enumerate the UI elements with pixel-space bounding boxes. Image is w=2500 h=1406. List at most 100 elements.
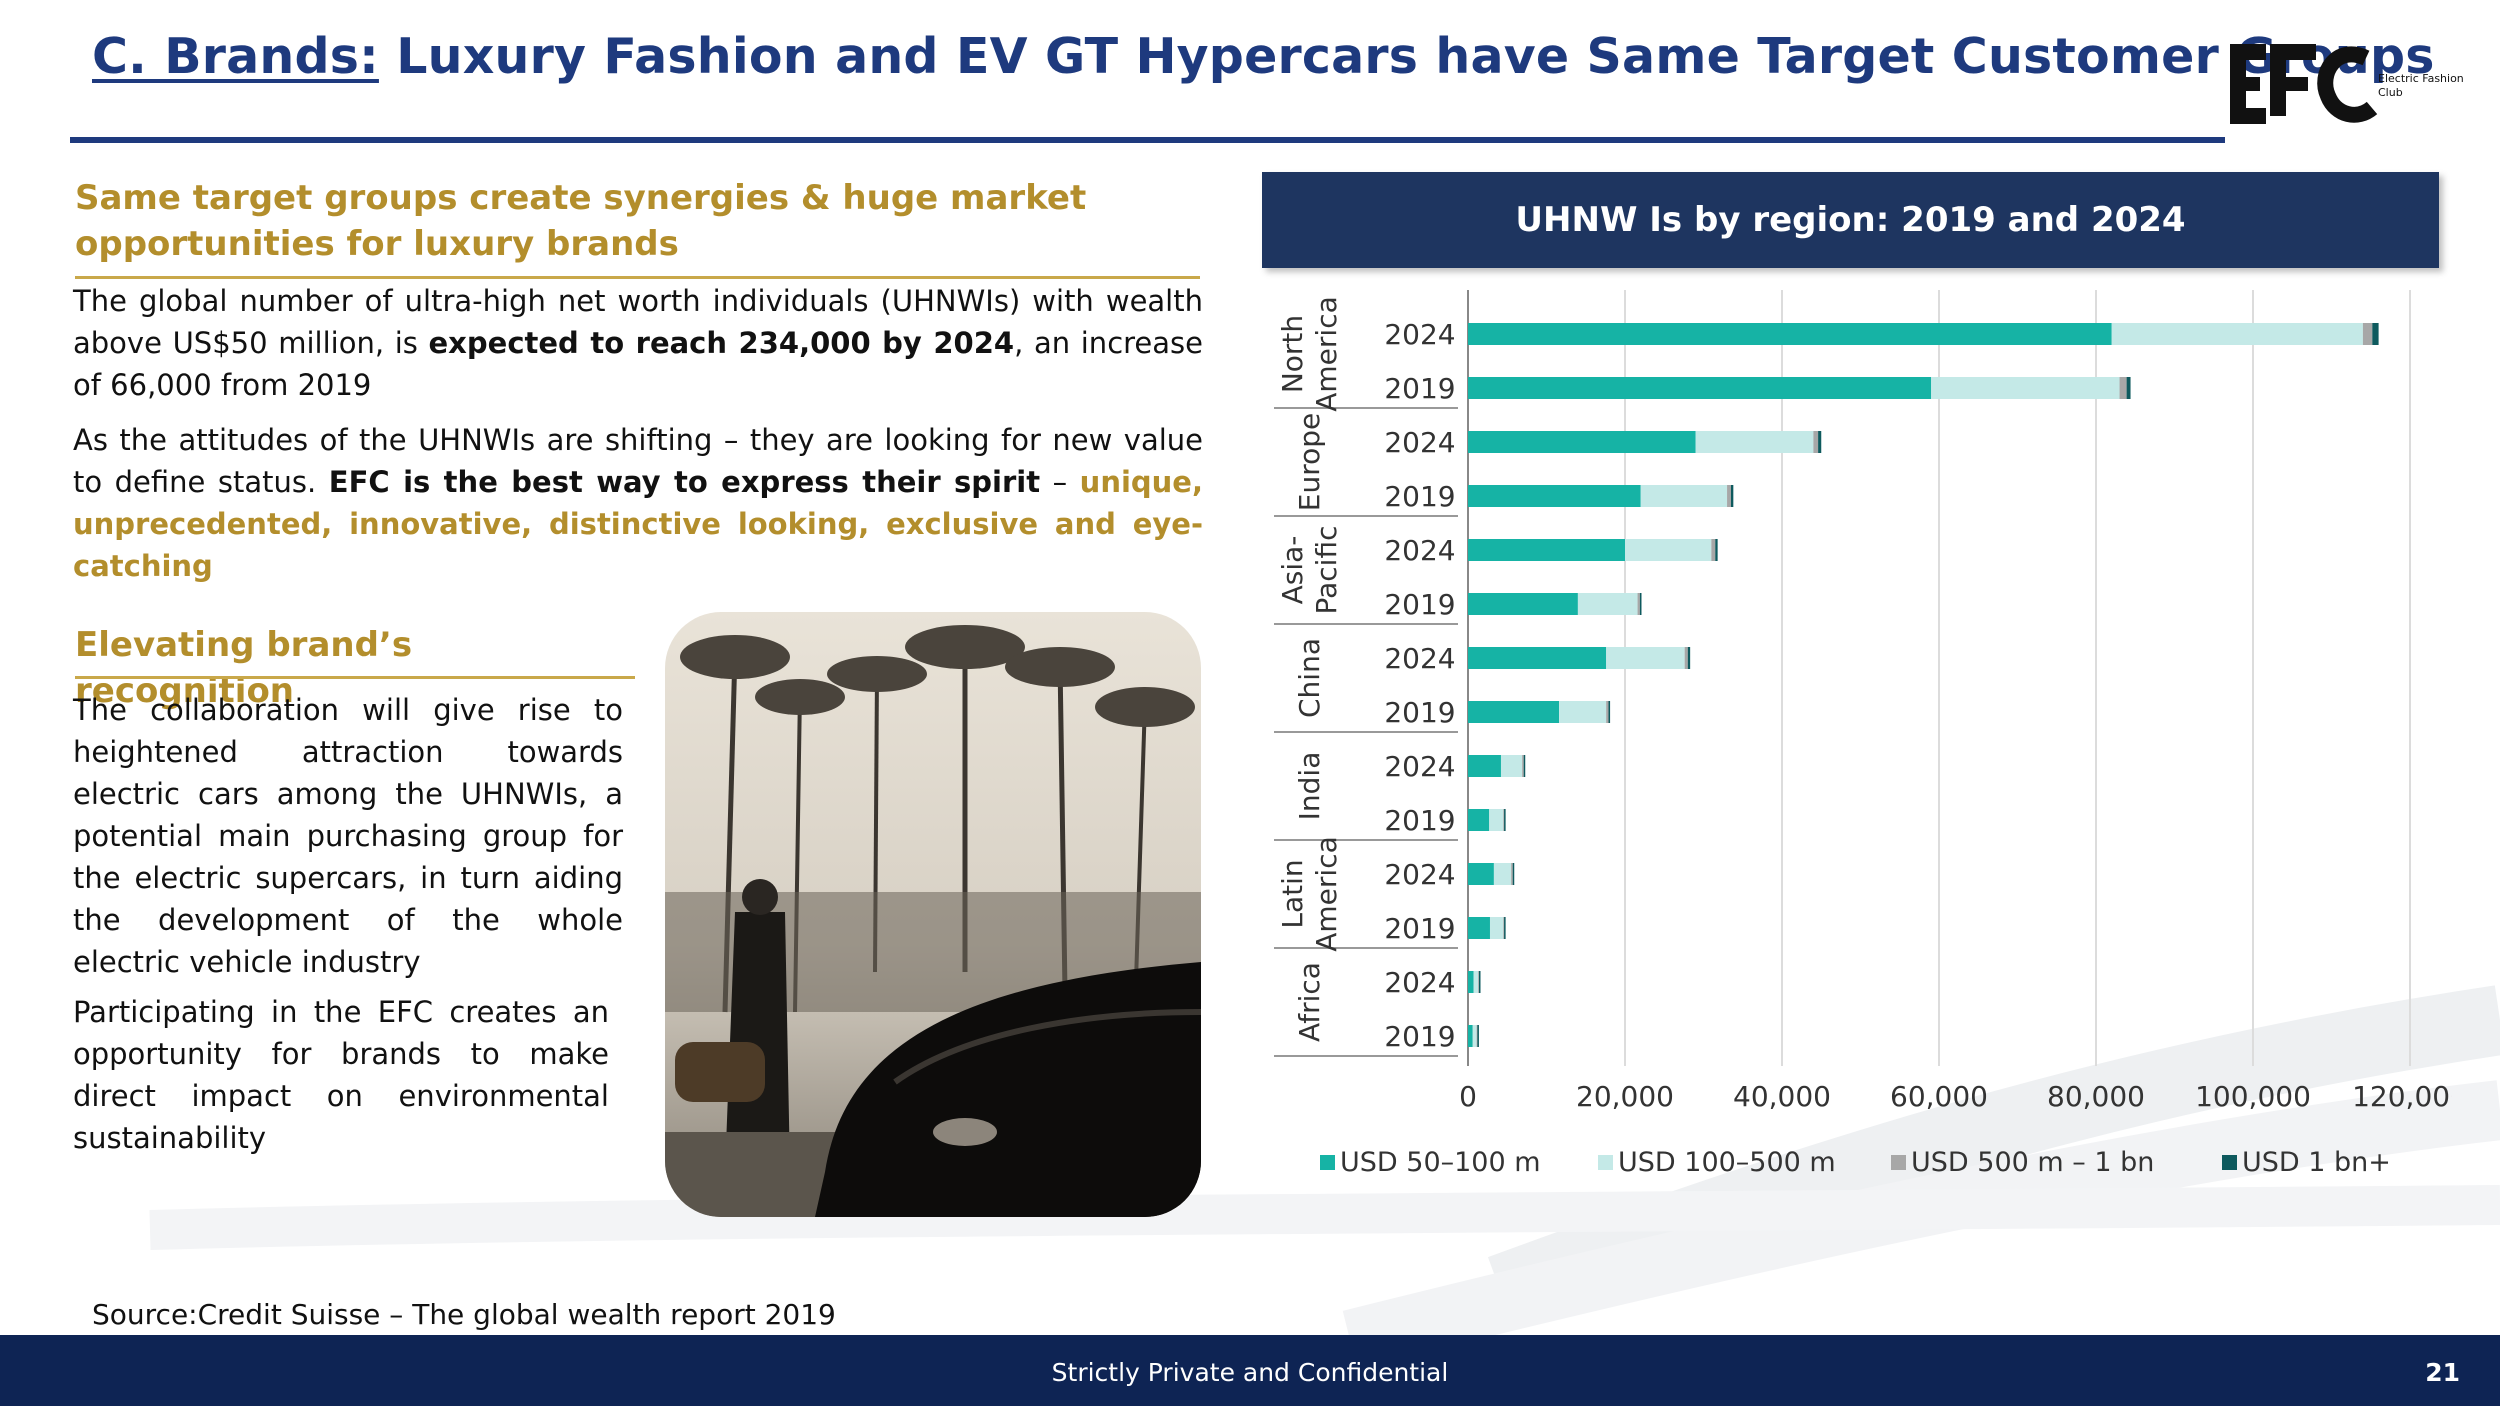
region-label: North — [1276, 315, 1309, 393]
year-label: 2024 — [1384, 534, 1455, 567]
x-tick-label: 40,000 — [1733, 1080, 1831, 1113]
bar-segment — [1684, 647, 1688, 669]
bar-segment — [1468, 1025, 1473, 1047]
p2-text-a: As the attitudes of the UHNWIs are shift… — [73, 423, 1203, 499]
x-tick-label: 100,000 — [2195, 1080, 2311, 1113]
bar-segment — [1468, 701, 1560, 723]
bar-segment — [1711, 539, 1716, 561]
bar-segment — [1931, 377, 2120, 399]
source-note: Source:Credit Suisse – The global wealth… — [92, 1298, 836, 1331]
bar-segment — [2119, 377, 2127, 399]
section2-paragraph1: The collaboration will give rise to heig… — [73, 693, 623, 979]
p1-text-c: , an increase of 66,000 from 2019 — [73, 326, 1203, 402]
bar-segment — [1522, 755, 1524, 777]
p2-text-gold: unique, unprecedented, innovative, disti… — [73, 465, 1203, 583]
section2-heading: Elevating brand’s recognition — [75, 625, 413, 711]
x-tick-label: 0 — [1459, 1080, 1477, 1113]
luxury-car-photo — [665, 612, 1201, 1217]
legend-swatch — [1598, 1155, 1613, 1170]
bar-segment — [1504, 917, 1506, 939]
bar-segment — [1478, 971, 1480, 993]
bar-segment — [1504, 809, 1506, 831]
footer-bar — [0, 1335, 2500, 1406]
logo-subtitle-2: Club — [2378, 86, 2403, 99]
legend-label: USD 100–500 m — [1618, 1147, 1836, 1178]
p1-text-a: The global number of ultra-high net wort… — [73, 284, 1203, 360]
year-label: 2019 — [1384, 696, 1455, 729]
legend-swatch — [1320, 1155, 1335, 1170]
legend-swatch — [2222, 1155, 2237, 1170]
bar-segment — [1468, 971, 1474, 993]
bar-segment — [1818, 431, 1822, 453]
bar-segment — [1468, 755, 1501, 777]
bar-segment — [1489, 809, 1504, 831]
x-tick-label: 120,000 — [2352, 1080, 2452, 1113]
bar-segment — [2111, 323, 2363, 345]
bar-segment — [1478, 971, 1481, 993]
region-label: India — [1293, 752, 1326, 821]
region-label: America — [1310, 296, 1343, 412]
p2-text-bold: EFC is the best way to express their spi… — [328, 465, 1041, 499]
title-rule — [70, 137, 2225, 143]
region-label: Asia- — [1276, 536, 1309, 605]
section1-paragraph2: As the attitudes of the UHNWIs are shift… — [73, 419, 1203, 587]
bar-segment — [1468, 485, 1641, 507]
region-label: Europe — [1293, 413, 1326, 511]
bar-segment — [1477, 1025, 1479, 1047]
year-label: 2019 — [1384, 480, 1455, 513]
bar-segment — [1468, 863, 1494, 885]
chart-header: UHNW Is by region: 2019 and 2024 — [1262, 172, 2439, 268]
bar-segment — [1606, 701, 1609, 723]
bar-segment — [1625, 539, 1712, 561]
bar-segment — [1468, 431, 1696, 453]
section1-heading-line1: Same target groups create synergies & hu… — [75, 178, 1087, 218]
p2-text-c: – — [1040, 465, 1080, 499]
bar-segment — [1523, 755, 1526, 777]
legend-label: USD 1 bn+ — [2242, 1147, 2391, 1178]
bar-segment — [1476, 1025, 1479, 1047]
bar-segment — [1608, 701, 1611, 723]
footer-confidential: Strictly Private and Confidential — [1051, 1358, 1449, 1387]
region-label: Pacific — [1310, 526, 1343, 615]
year-label: 2019 — [1384, 588, 1455, 621]
year-label: 2024 — [1384, 858, 1455, 891]
bar-segment — [1473, 971, 1479, 993]
bar-segment — [2372, 323, 2379, 345]
year-label: 2019 — [1384, 912, 1455, 945]
efc-logo: Electric Fashion Club — [2230, 44, 2464, 124]
page-number: 21 — [2425, 1358, 2460, 1387]
section1-heading-line2: opportunities for luxury brands — [75, 224, 679, 264]
year-label: 2024 — [1384, 426, 1455, 459]
legend-swatch — [1891, 1155, 1906, 1170]
bar-segment — [1695, 431, 1814, 453]
year-label: 2024 — [1384, 642, 1455, 675]
bar-segment — [1468, 647, 1607, 669]
year-label: 2024 — [1384, 318, 1455, 351]
region-label: Africa — [1293, 962, 1326, 1042]
logo-subtitle-1: Electric Fashion — [2378, 72, 2464, 85]
legend-label: USD 500 m – 1 bn — [1911, 1147, 2154, 1178]
year-label: 2019 — [1384, 372, 1455, 405]
bar-segment — [1606, 647, 1685, 669]
bar-segment — [1468, 377, 1932, 399]
year-label: 2019 — [1384, 804, 1455, 837]
bar-segment — [1468, 323, 2112, 345]
bar-segment — [1637, 593, 1640, 615]
bar-segment — [1468, 539, 1625, 561]
x-tick-label: 20,000 — [1576, 1080, 1674, 1113]
bar-segment — [1727, 485, 1731, 507]
year-label: 2024 — [1384, 750, 1455, 783]
bar-segment — [1559, 701, 1607, 723]
bar-segment — [2362, 323, 2373, 345]
bar-segment — [1493, 863, 1512, 885]
section1-paragraph1: The global number of ultra-high net wort… — [73, 280, 1203, 406]
uhnwi-bar-chart: North America 2024 2019 Europe 2024 2019 Asia- P… — [1274, 290, 2452, 1178]
year-label: 2024 — [1384, 966, 1455, 999]
region-label: China — [1293, 638, 1326, 718]
page-title: C. Brands: Luxury Fashion and EV GT Hype… — [92, 28, 2435, 85]
x-tick-label: 60,000 — [1890, 1080, 1988, 1113]
bar-segment — [1577, 593, 1638, 615]
x-tick-label: 80,000 — [2047, 1080, 2145, 1113]
bar-segment — [2126, 377, 2131, 399]
legend-label: USD 50–100 m — [1340, 1147, 1541, 1178]
